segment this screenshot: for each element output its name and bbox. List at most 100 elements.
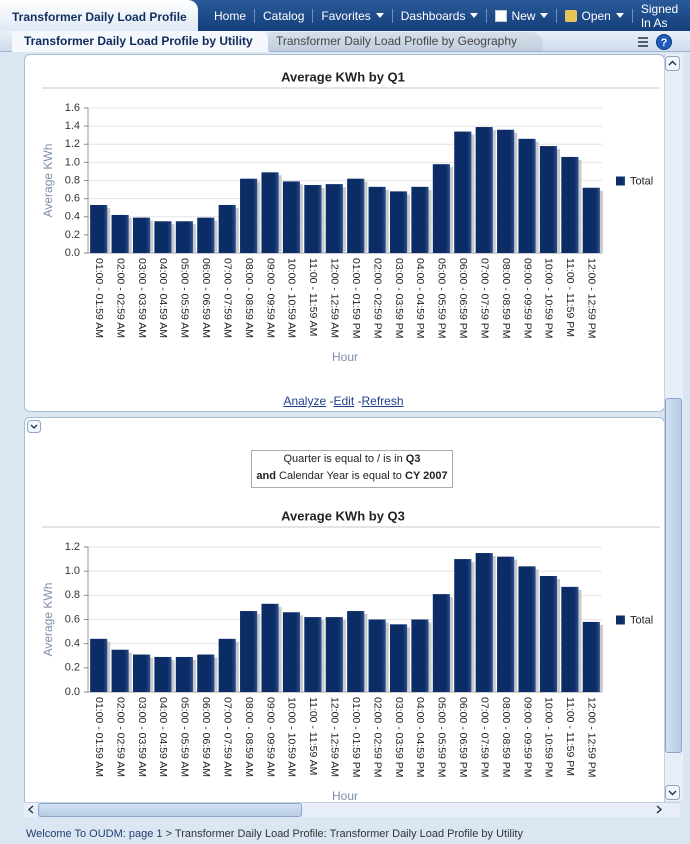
x-tick-label: 10:00 - 10:59 PM <box>543 697 555 778</box>
x-tick-label: 07:00 - 07:59 AM <box>221 258 233 338</box>
nav-catalog[interactable]: Catalog <box>255 8 314 23</box>
x-tick-label: 05:00 - 05:59 PM <box>436 697 448 778</box>
nav-favorites[interactable]: Favorites <box>313 8 393 23</box>
breadcrumb-current: Transformer Daily Load Profile: Transfor… <box>174 828 523 840</box>
x-tick-label: 05:00 - 05:59 AM <box>179 697 191 777</box>
scroll-thumb[interactable] <box>38 803 302 817</box>
y-tick-label: 0.6 <box>65 613 80 625</box>
x-tick-label: 12:00 - 12:59 AM <box>329 697 341 777</box>
refresh-link[interactable]: Refresh <box>361 394 404 408</box>
collapse-button[interactable] <box>27 420 41 434</box>
bar <box>582 621 600 692</box>
x-tick-label: 06:00 - 06:59 AM <box>200 697 212 777</box>
nav-label: Home <box>214 8 247 23</box>
y-tick-label: 0.0 <box>65 247 80 259</box>
nav-label: Open <box>581 8 611 23</box>
filter-box: Quarter is equal to / is in Q3 and Calen… <box>251 450 453 488</box>
x-tick-label: 11:00 - 11:59 PM <box>564 258 576 337</box>
separator: - <box>357 394 362 408</box>
scroll-up[interactable] <box>665 56 680 71</box>
x-tick-label: 08:00 - 08:59 PM <box>500 697 512 778</box>
nav-new[interactable]: New <box>487 8 558 23</box>
legend-swatch <box>616 615 625 625</box>
x-tick-label: 12:00 - 12:59 PM <box>586 258 598 339</box>
x-tick-label: 02:00 - 02:59 AM <box>114 697 126 777</box>
bar <box>132 217 151 253</box>
y-axis-label: Average KWh <box>41 144 55 218</box>
list-icon[interactable] <box>638 37 648 47</box>
analyze-link[interactable]: Analyze <box>283 394 327 408</box>
filter-line: and Calendar Year is equal to CY 2007 <box>252 468 452 485</box>
x-tick-label: 09:00 - 09:59 AM <box>264 697 276 777</box>
bar <box>240 611 258 692</box>
x-tick-label: 08:00 - 08:59 AM <box>243 697 255 777</box>
x-tick-label: 11:00 - 11:59 AM <box>307 258 319 336</box>
bar <box>90 638 108 692</box>
help-icon[interactable]: ? <box>656 34 672 50</box>
x-tick-label: 11:00 - 11:59 PM <box>564 697 576 776</box>
bar <box>175 221 193 253</box>
bar <box>539 146 558 253</box>
legend-swatch <box>616 176 625 186</box>
bar <box>347 611 365 692</box>
y-tick-label: 1.0 <box>65 565 80 577</box>
bar <box>347 178 365 253</box>
x-axis-label: Hour <box>332 789 358 801</box>
tab[interactable]: Transformer Daily Load Profile by Geogra… <box>268 32 543 51</box>
bar <box>561 156 579 253</box>
x-tick-label: 04:00 - 04:59 AM <box>157 258 169 338</box>
x-tick-label: 01:00 - 01:59 PM <box>350 258 362 339</box>
y-tick-label: 0.8 <box>65 174 80 186</box>
filter-value: Q3 <box>405 453 421 465</box>
legend-label: Total <box>630 614 653 626</box>
app-title: Transformer Daily Load Profile <box>0 0 198 31</box>
x-tick-label: 09:00 - 09:59 PM <box>521 697 533 778</box>
bar <box>132 654 151 692</box>
x-tick-label: 01:00 - 01:59 AM <box>93 697 105 777</box>
bar <box>368 619 386 692</box>
bar <box>454 131 472 253</box>
scroll-down[interactable] <box>665 785 680 800</box>
nav-dashboards[interactable]: Dashboards <box>393 8 488 23</box>
tab-active[interactable]: Transformer Daily Load Profile by Utilit… <box>12 31 269 52</box>
y-tick-label: 0.2 <box>65 229 80 241</box>
bar <box>518 138 536 253</box>
edit-link[interactable]: Edit <box>333 394 355 408</box>
x-tick-label: 04:00 - 04:59 PM <box>414 697 426 778</box>
bar <box>368 186 386 253</box>
filter-join: and <box>256 470 276 482</box>
bar <box>304 185 322 253</box>
nav-home[interactable]: Home <box>206 8 256 23</box>
bar <box>111 649 129 692</box>
bar <box>497 556 515 692</box>
y-axis-label: Average KWh <box>41 583 55 657</box>
bar <box>197 217 215 253</box>
bar <box>454 559 472 692</box>
x-tick-label: 03:00 - 03:59 AM <box>136 697 148 777</box>
caret <box>375 13 384 18</box>
caret <box>540 13 549 18</box>
scroll-left[interactable] <box>24 803 38 816</box>
x-tick-label: 02:00 - 02:59 AM <box>114 258 126 338</box>
scroll-thumb[interactable] <box>665 398 682 753</box>
x-tick-label: 10:00 - 10:59 AM <box>286 258 298 338</box>
nav-open[interactable]: Open <box>557 8 633 23</box>
x-tick-label: 07:00 - 07:59 AM <box>221 697 233 777</box>
filter-text: Quarter is equal to / is in <box>283 453 403 465</box>
legend-label: Total <box>630 175 653 187</box>
bar <box>325 184 343 253</box>
y-tick-label: 0.2 <box>65 662 80 674</box>
breadcrumb-link[interactable]: Welcome To OUDM: page 1 <box>26 828 163 840</box>
nav-label: Favorites <box>321 8 371 23</box>
nav-bar: Home Catalog Favorites Dashboards New Op… <box>206 0 690 31</box>
filter-value: CY 2007 <box>405 470 448 482</box>
scroll-right[interactable] <box>652 803 666 816</box>
bar <box>475 553 493 692</box>
x-tick-label: 04:00 - 04:59 PM <box>414 258 426 339</box>
x-tick-label: 11:00 - 11:59 AM <box>307 697 319 775</box>
x-tick-label: 06:00 - 06:59 PM <box>457 697 469 778</box>
nav-signed-in[interactable]: Signed In As <box>633 2 690 30</box>
y-tick-label: 1.0 <box>65 156 80 168</box>
breadcrumb-sep: > <box>165 828 173 840</box>
y-tick-label: 1.6 <box>65 102 80 114</box>
